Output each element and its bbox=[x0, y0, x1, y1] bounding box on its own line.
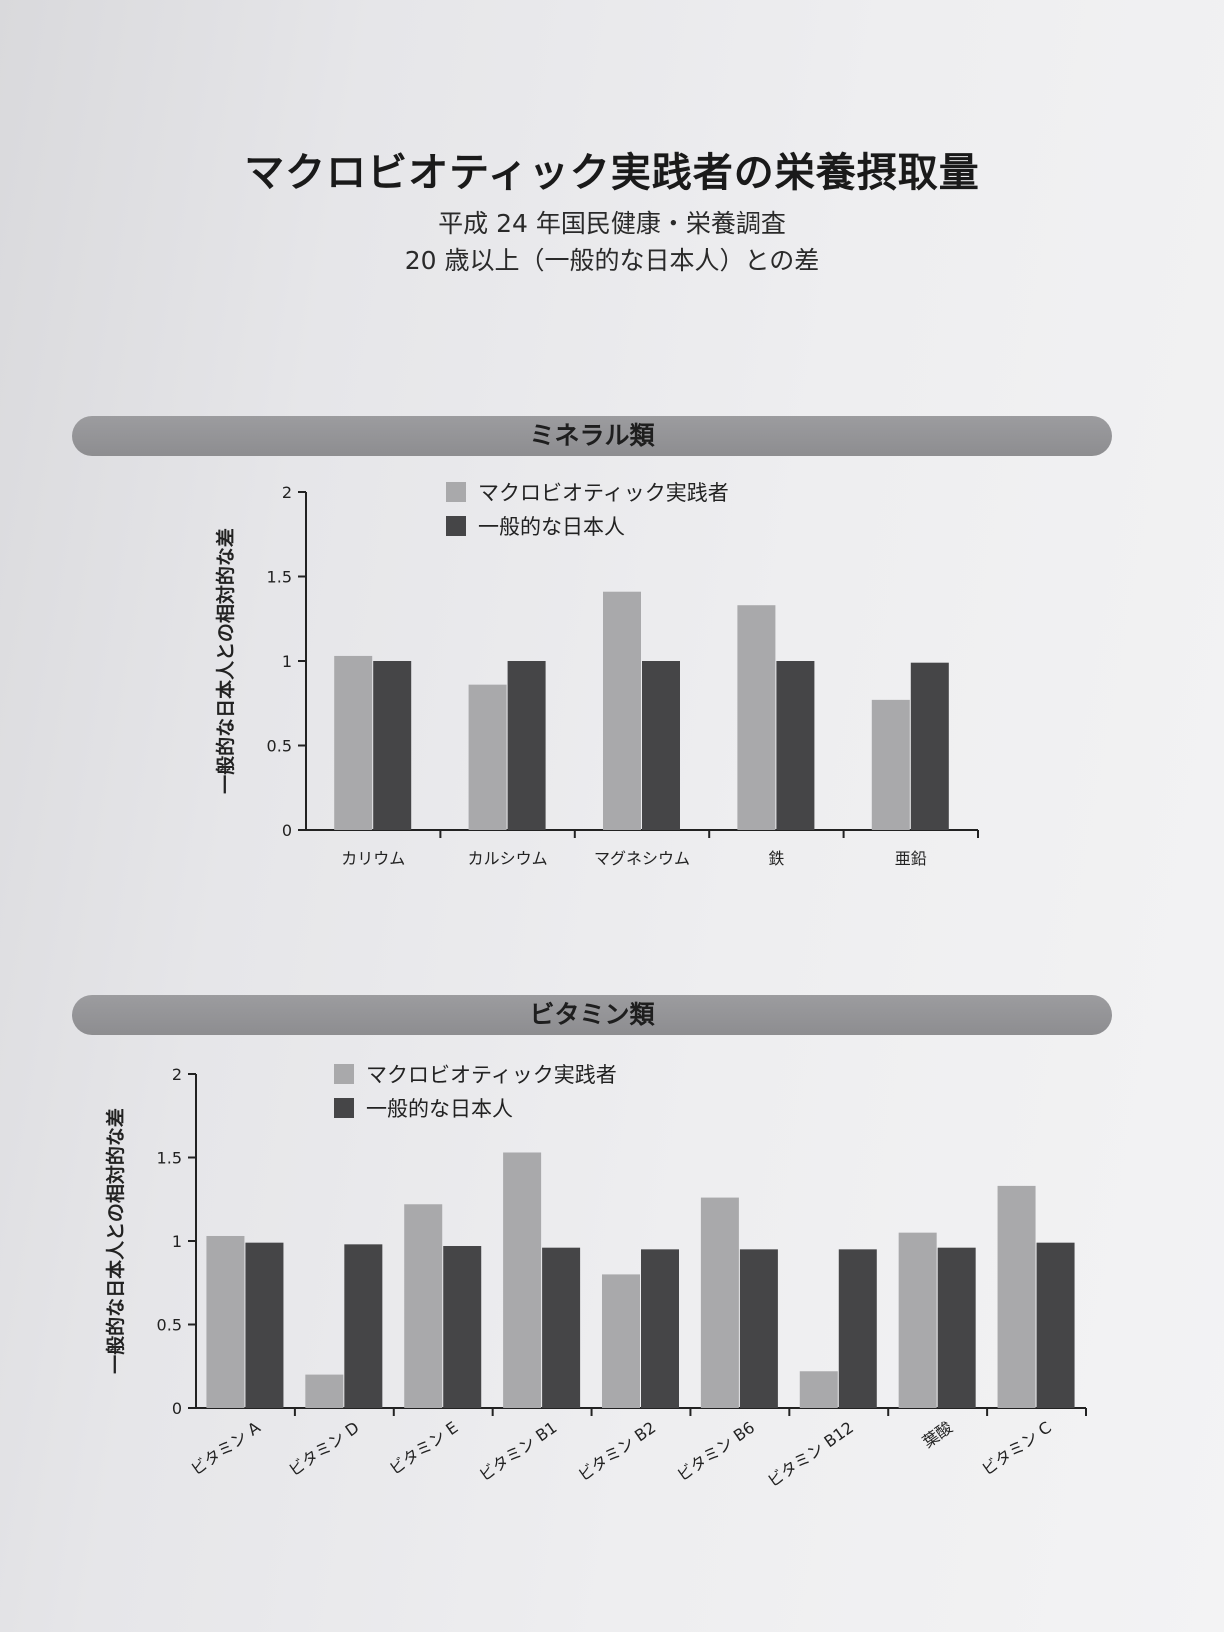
y-tick-label: 1 bbox=[172, 1232, 182, 1251]
bar-macrobiotic-8 bbox=[997, 1185, 1036, 1408]
legend-swatch-macrobiotic bbox=[334, 1064, 354, 1084]
x-category-label: ビタミン E bbox=[386, 1418, 462, 1479]
x-category-label: ビタミン D bbox=[285, 1418, 363, 1480]
y-tick-label: 1 bbox=[282, 652, 292, 671]
bar-general-6 bbox=[838, 1249, 877, 1408]
y-tick-label: 0 bbox=[172, 1399, 182, 1418]
bar-general-5 bbox=[739, 1249, 778, 1408]
bar-general-0 bbox=[373, 661, 412, 830]
legend-label-macrobiotic: マクロビオティック実践者 bbox=[478, 481, 729, 505]
bar-macrobiotic-5 bbox=[700, 1197, 739, 1408]
y-tick-label: 2 bbox=[172, 1065, 182, 1084]
bar-general-8 bbox=[1036, 1242, 1075, 1408]
y-tick-label: 0.5 bbox=[157, 1316, 182, 1335]
page-title: マクロビオティック実践者の栄養摂取量 bbox=[244, 150, 980, 196]
y-tick-label: 1.5 bbox=[267, 568, 292, 587]
legend-label-general: 一般的な日本人 bbox=[478, 515, 625, 539]
x-category-label: 鉄 bbox=[768, 849, 784, 868]
bar-general-4 bbox=[641, 1249, 679, 1408]
x-category-label: マグネシウム bbox=[594, 849, 690, 868]
y-tick-label: 1.5 bbox=[157, 1149, 182, 1168]
bar-macrobiotic-0 bbox=[334, 655, 373, 830]
legend-label-macrobiotic: マクロビオティック実践者 bbox=[366, 1063, 617, 1087]
bar-macrobiotic-1 bbox=[468, 684, 507, 830]
bar-macrobiotic-3 bbox=[503, 1152, 542, 1408]
bar-macrobiotic-1 bbox=[305, 1374, 344, 1408]
bar-macrobiotic-2 bbox=[603, 591, 641, 830]
y-tick-label: 0.5 bbox=[267, 737, 292, 756]
x-category-label: ビタミン B6 bbox=[673, 1418, 758, 1485]
bar-macrobiotic-4 bbox=[871, 699, 910, 830]
section-title-minerals: ミネラル類 bbox=[529, 421, 655, 450]
x-category-label: 亜鉛 bbox=[895, 849, 927, 868]
x-category-label: カルシウム bbox=[468, 849, 548, 868]
y-tick-label: 0 bbox=[282, 821, 292, 840]
section-header-minerals: ミネラル類 bbox=[72, 416, 1112, 456]
bar-general-0 bbox=[245, 1242, 284, 1408]
x-category-label: カリウム bbox=[341, 849, 405, 868]
x-category-label: ビタミン B12 bbox=[764, 1418, 857, 1491]
legend-swatch-macrobiotic bbox=[446, 482, 466, 502]
x-category-label: ビタミン A bbox=[187, 1418, 264, 1479]
bar-general-7 bbox=[937, 1247, 976, 1408]
bar-general-2 bbox=[642, 661, 680, 830]
legend-label-general: 一般的な日本人 bbox=[366, 1097, 513, 1121]
subtitle-comparison: 20 歳以上（一般的な日本人）との差 bbox=[404, 246, 820, 275]
bar-macrobiotic-4 bbox=[602, 1274, 640, 1408]
y-axis-title: 一般的な日本人との相対的な差 bbox=[214, 528, 237, 794]
bar-general-3 bbox=[776, 661, 815, 830]
x-category-label: ビタミン B2 bbox=[574, 1418, 659, 1485]
legend-swatch-general bbox=[446, 516, 466, 536]
bar-general-1 bbox=[344, 1244, 383, 1408]
y-tick-label: 2 bbox=[282, 483, 292, 502]
bar-macrobiotic-6 bbox=[799, 1371, 838, 1408]
section-title-vitamins: ビタミン類 bbox=[529, 1000, 655, 1029]
bar-macrobiotic-0 bbox=[206, 1235, 245, 1408]
bar-macrobiotic-2 bbox=[404, 1204, 443, 1408]
bar-macrobiotic-7 bbox=[898, 1232, 937, 1408]
x-category-label: ビタミン B1 bbox=[476, 1418, 561, 1485]
bar-general-3 bbox=[542, 1247, 581, 1408]
bar-macrobiotic-3 bbox=[737, 605, 776, 830]
bar-general-1 bbox=[507, 661, 546, 830]
x-category-label: ビタミン C bbox=[978, 1418, 1055, 1480]
legend-swatch-general bbox=[334, 1098, 354, 1118]
y-axis-title: 一般的な日本人との相対的な差 bbox=[104, 1108, 127, 1374]
bar-general-4 bbox=[910, 662, 949, 830]
subtitle-survey: 平成 24 年国民健康・栄養調査 bbox=[438, 209, 786, 238]
bar-general-2 bbox=[443, 1246, 482, 1408]
section-header-vitamins: ビタミン類 bbox=[72, 995, 1112, 1035]
x-category-label: 葉酸 bbox=[919, 1418, 956, 1452]
